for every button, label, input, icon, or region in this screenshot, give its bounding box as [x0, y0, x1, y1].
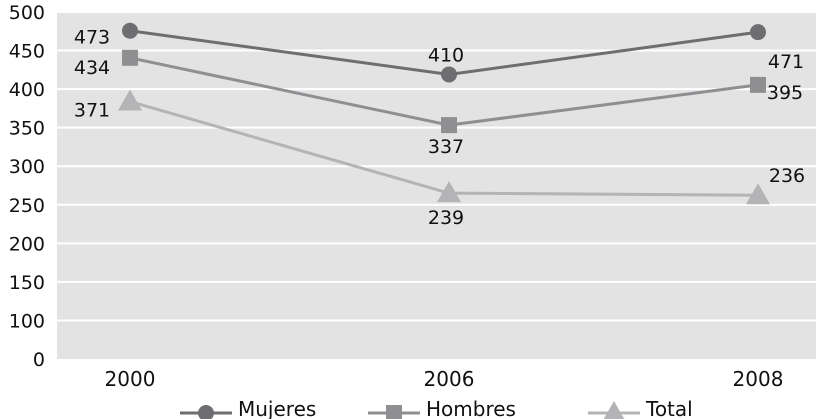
data-label-mujeres: 471: [768, 51, 804, 73]
y-tick-label: 0: [33, 349, 45, 371]
series-hombres: [122, 49, 766, 134]
y-tick-label: 250: [9, 195, 45, 217]
data-label-total: 236: [769, 165, 805, 187]
y-tick-label: 100: [9, 310, 45, 332]
data-point-mujeres: [441, 66, 457, 83]
legend-label-hombres: Hombres: [426, 397, 516, 419]
legend-label-mujeres: Mujeres: [238, 397, 316, 419]
gridlines: [57, 11, 816, 322]
x-tick-label: 2006: [424, 367, 475, 391]
data-point-total: [437, 181, 461, 203]
y-tick-label: 200: [9, 233, 45, 255]
data-label-hombres: 395: [767, 82, 803, 104]
y-tick-label: 450: [9, 41, 45, 63]
data-point-total: [118, 89, 142, 111]
data-label-mujeres: 410: [428, 44, 464, 66]
data-label-hombres: 337: [428, 136, 464, 158]
x-tick-label: 2008: [733, 367, 784, 391]
legend-item-hombres: Hombres: [368, 397, 516, 419]
legend-marker-mujeres: [198, 405, 214, 419]
data-point-hombres: [750, 76, 766, 93]
legend-label-total: Total: [645, 397, 693, 419]
data-labels: 473 410 471 434 337 395 371 239 236: [74, 27, 805, 229]
legend-marker-hombres: [386, 405, 402, 419]
x-tick-label: 2000: [105, 367, 156, 391]
data-label-hombres: 434: [74, 57, 110, 79]
data-label-mujeres: 473: [74, 27, 110, 49]
legend-item-mujeres: Mujeres: [180, 397, 316, 419]
data-point-mujeres: [750, 24, 766, 41]
legend-item-total: Total: [588, 397, 693, 419]
y-tick-label: 500: [9, 2, 45, 24]
data-label-total: 371: [74, 100, 110, 122]
data-point-mujeres: [122, 22, 138, 39]
series-total: [118, 89, 770, 205]
series-mujeres: [122, 22, 766, 83]
x-axis: 2000 2006 2008: [105, 367, 784, 391]
y-tick-label: 400: [9, 79, 45, 101]
data-label-total: 239: [428, 207, 464, 229]
y-tick-label: 300: [9, 156, 45, 178]
series-group: [118, 22, 770, 205]
y-tick-label: 350: [9, 118, 45, 140]
data-point-hombres: [441, 117, 457, 134]
legend: Mujeres Hombres Total: [180, 397, 693, 419]
data-point-total: [746, 183, 770, 205]
y-axis: 0 100 150 200 250 300 350 400 450 500: [9, 2, 45, 371]
y-tick-label: 150: [9, 272, 45, 294]
legend-marker-total: [603, 401, 625, 419]
data-point-hombres: [122, 49, 138, 66]
